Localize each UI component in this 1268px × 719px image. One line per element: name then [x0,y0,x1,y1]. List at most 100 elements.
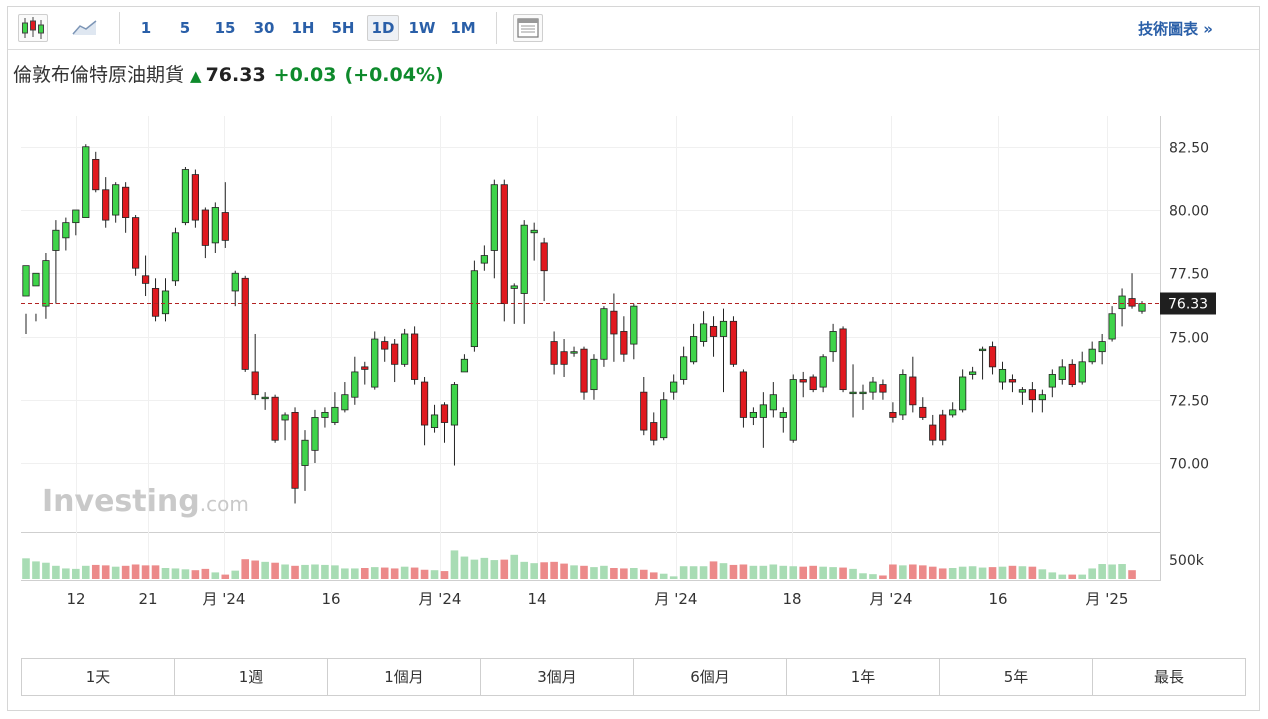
volume-bar [141,565,150,579]
candle-down [939,414,947,441]
volume-bar [639,569,648,579]
interval-1d[interactable]: 1D [367,15,399,41]
volume-bar [42,562,50,579]
volume-bar [869,574,877,579]
volume-bar [749,565,758,579]
interval-5h[interactable]: 5H [331,19,355,37]
candle-up [869,381,877,393]
volume-bar [600,565,608,579]
candle-up [480,255,488,264]
candle-up [749,411,757,418]
volume-bar [769,564,778,579]
volume-bar [978,567,987,579]
volume-bar [321,564,329,579]
volume-bar [620,568,628,579]
candle-up [969,371,977,375]
candle-up [351,371,359,398]
volume-bar [918,565,927,579]
volume-bar [1088,568,1096,579]
candle-up [1108,313,1116,340]
volume-bar [430,570,439,579]
candle-up [430,414,439,428]
candle-down [839,328,847,391]
interval-1w[interactable]: 1W [408,19,436,37]
candle-down [929,424,937,441]
candle-up [341,394,349,411]
candle-up [1048,374,1056,388]
volume-bar [938,568,947,579]
candle-up [450,384,459,426]
volume-axis-label: 500k [1169,553,1205,569]
volume-bar [191,570,200,579]
candle-up [311,417,319,451]
period-3m[interactable]: 3個月 [481,659,634,695]
candle-up [231,272,239,292]
volume-bar [271,562,279,579]
time-tick-label: 月 '25 [1086,590,1129,608]
volume-bar [789,566,798,579]
period-1y[interactable]: 1年 [787,659,940,695]
period-5y[interactable]: 5年 [940,659,1093,695]
candle-up [899,374,907,416]
candle-down [291,411,299,489]
layout-icon[interactable] [513,14,543,42]
candle-down [919,406,927,418]
technical-chart-link[interactable]: 技術圖表 » [1138,20,1213,38]
volume-bar [1048,572,1057,579]
volume-bar [1108,564,1116,579]
volume-bar [590,567,598,579]
volume-bar [460,556,469,579]
candle-down [739,371,748,418]
candlestick-icon[interactable] [18,14,48,42]
candle-up [779,411,787,418]
volume-bar [301,564,309,579]
candle-up [959,376,967,411]
price-chart[interactable]: 82.50 80.00 77.50 75.00 72.50 70.00 Investing.… [0,0,1268,650]
area-chart-icon[interactable] [70,14,100,42]
interval-30[interactable]: 30 [253,19,275,37]
volume-bar [211,572,220,579]
candle-down [241,277,249,370]
volume-bar [380,567,389,579]
candle-up [759,404,767,418]
candle-down [709,325,718,337]
candle-up [1118,295,1126,310]
candle-down [1068,363,1076,385]
candle-up [819,356,827,388]
volume-bar [32,561,40,579]
toolbar-separator [496,12,497,44]
candle-up [1138,303,1146,312]
candle-down [560,351,568,365]
chart-toolbar: 1 5 15 30 1H 5H 1D 1W 1M 技術圖表 » [8,7,1259,50]
candle-up [769,394,777,411]
candle-down [500,184,508,305]
volume-bar [151,565,160,579]
interval-1m[interactable]: 1M [450,19,476,37]
candle-up [1078,361,1086,383]
period-1m[interactable]: 1個月 [328,659,481,695]
time-tick-label: 16 [988,590,1007,608]
volume-bar [351,568,359,579]
candle-up [112,184,120,216]
volume-bar [699,566,708,579]
period-max[interactable]: 最長 [1153,668,1184,686]
candle-down [610,310,618,335]
period-1d[interactable]: 1天 [22,659,175,695]
volume-bar [121,565,130,579]
period-1w[interactable]: 1週 [175,659,328,695]
price-tick-label: 77.50 [1169,267,1209,283]
volume-bar [988,567,997,579]
volume-bar [799,566,808,579]
candle-up [401,333,409,365]
interval-1h[interactable]: 1H [291,19,315,37]
candle-up [520,224,528,294]
interval-1[interactable]: 1 [140,19,152,37]
interval-15[interactable]: 15 [214,19,236,37]
volume-bar [261,561,269,579]
candle-up [670,381,678,393]
interval-5[interactable]: 5 [179,19,191,37]
period-6m[interactable]: 6個月 [634,659,787,695]
volume-bar [470,559,479,579]
candle-up [52,229,60,251]
volume-bar [610,568,618,579]
